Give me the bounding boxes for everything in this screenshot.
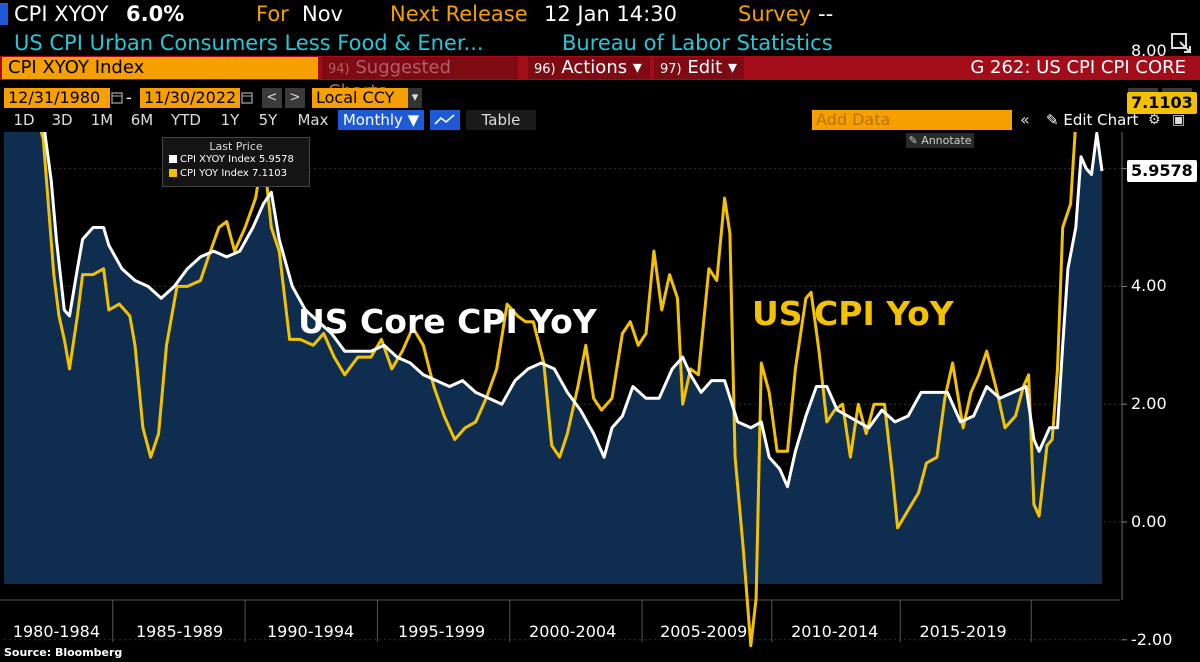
security-input[interactable]: CPI XYOY Index bbox=[2, 57, 318, 79]
annotate-button[interactable]: ✎ Annotate bbox=[906, 133, 974, 148]
currency-dropdown-icon[interactable]: ▾ bbox=[408, 88, 422, 108]
next-release-label: Next Release bbox=[390, 2, 528, 26]
legend-item-core: CPI XYOY Index 5.9578 bbox=[169, 154, 294, 165]
range-1y[interactable]: 1Y bbox=[220, 111, 240, 129]
line-chart-icon[interactable] bbox=[430, 110, 460, 130]
chart-legend: Last Price CPI XYOY Index 5.9578 CPI YOY… bbox=[162, 137, 310, 187]
current-value: 6.0% bbox=[126, 2, 185, 26]
start-date-input[interactable]: 12/31/1980 bbox=[4, 88, 110, 108]
legend-label-core: CPI XYOY Index 5.9578 bbox=[180, 154, 294, 165]
next-period-button[interactable]: > bbox=[285, 88, 305, 108]
next-release-value: 12 Jan 14:30 bbox=[544, 2, 677, 26]
x-tick-label: 2015-2019 bbox=[919, 622, 1007, 641]
table-button[interactable]: Table bbox=[466, 110, 536, 130]
ticker-label: CPI XYOY bbox=[14, 2, 109, 26]
date-range-row: 12/31/1980 - 11/30/2022 < > Local CCY ▾ … bbox=[0, 87, 1200, 109]
edit-menu-button[interactable]: 97) Edit ▾ bbox=[654, 57, 744, 79]
add-data-input[interactable]: Add Data bbox=[812, 110, 1012, 130]
y-tick-label: -2.00 bbox=[1131, 629, 1173, 649]
command-bar: CPI XYOY Index 94) Suggested Charts 96) … bbox=[0, 56, 1200, 102]
security-header: CPI XYOY 6.0% For Nov Next Release 12 Ja… bbox=[0, 0, 1200, 30]
security-description: US CPI Urban Consumers Less Food & Ener.… bbox=[14, 31, 484, 55]
prev-period-button[interactable]: < bbox=[262, 88, 282, 108]
source-note: Source: Bloomberg bbox=[4, 646, 123, 659]
range-max[interactable]: Max bbox=[297, 111, 329, 129]
range-ytd[interactable]: YTD bbox=[171, 111, 201, 129]
annotate-label: Annotate bbox=[921, 134, 972, 147]
x-tick-label: 1980-1984 bbox=[12, 622, 101, 641]
range-3d[interactable]: 3D bbox=[51, 111, 73, 129]
range-1d[interactable]: 1D bbox=[13, 111, 35, 129]
x-tick-label: 2000-2004 bbox=[529, 622, 617, 641]
actions-label: Actions ▾ bbox=[561, 57, 642, 78]
cpi-chart[interactable] bbox=[0, 132, 1200, 662]
date-separator: - bbox=[126, 88, 132, 107]
range-selector-row: 1D 3D 1M 6M YTD 1Y 5Y Max Monthly ▼ Tabl… bbox=[0, 110, 1200, 130]
x-tick-label: 2010-2014 bbox=[791, 622, 879, 641]
y-tick-label: 8.00 bbox=[1131, 40, 1167, 60]
edit-chart-label: Edit Chart bbox=[1063, 111, 1139, 129]
legend-swatch-core bbox=[169, 155, 177, 163]
chart-id: G 262: US CPI CPI CORE bbox=[970, 57, 1186, 78]
end-date-input[interactable]: 11/30/2022 bbox=[140, 88, 240, 108]
for-value: Nov bbox=[302, 2, 343, 26]
legend-swatch-headline bbox=[169, 169, 177, 177]
edit-label: Edit ▾ bbox=[687, 57, 737, 78]
legend-item-headline: CPI YOY Index 7.1103 bbox=[169, 168, 287, 179]
y-tick-label: 0.00 bbox=[1131, 512, 1167, 531]
range-6m[interactable]: 6M bbox=[130, 111, 154, 129]
survey-label: Survey bbox=[738, 2, 812, 26]
chart-settings-icon[interactable]: ⚙ bbox=[1148, 112, 1161, 128]
headline-cpi-line bbox=[39, 132, 1077, 648]
currency-select[interactable]: Local CCY bbox=[312, 88, 408, 108]
collapse-icon[interactable]: « bbox=[1020, 110, 1030, 129]
y-tick-label: 4.00 bbox=[1131, 276, 1167, 296]
core-area-fill bbox=[4, 132, 1102, 584]
suggested-charts-button[interactable]: 94) Suggested Charts bbox=[322, 57, 518, 102]
core-cpi-label: US Core CPI YoY bbox=[298, 302, 597, 341]
headline-last-value-tag: 7.1103 bbox=[1127, 92, 1197, 115]
actions-menu-button[interactable]: 96) Actions ▾ bbox=[528, 57, 650, 79]
x-tick-label: 1990-1994 bbox=[266, 622, 355, 641]
headline-cpi-label: US CPI YoY bbox=[752, 294, 954, 333]
suggested-charts-number: 94) bbox=[328, 62, 350, 77]
legend-label-headline: CPI YOY Index 7.1103 bbox=[180, 168, 288, 179]
x-tick-label: 2005-2009 bbox=[660, 622, 748, 641]
popout-icon[interactable] bbox=[1170, 32, 1194, 54]
y-tick-label: 2.00 bbox=[1131, 394, 1167, 414]
legend-title: Last Price bbox=[209, 140, 263, 153]
core-last-value-tag: 5.9578 bbox=[1127, 160, 1197, 183]
actions-number: 96) bbox=[534, 62, 556, 77]
source-organization: Bureau of Labor Statistics bbox=[562, 31, 833, 55]
edit-number: 97) bbox=[660, 62, 682, 77]
end-calendar-icon[interactable] bbox=[241, 91, 253, 105]
period-select[interactable]: Monthly ▼ bbox=[338, 110, 424, 130]
range-1m[interactable]: 1M bbox=[90, 111, 114, 129]
header-accent-bar bbox=[0, 3, 8, 25]
range-5y[interactable]: 5Y bbox=[258, 111, 278, 129]
x-tick-label: 1995-1999 bbox=[398, 622, 486, 641]
save-icon[interactable]: ▣ bbox=[1172, 112, 1186, 128]
start-calendar-icon[interactable] bbox=[111, 91, 123, 105]
survey-value: -- bbox=[818, 2, 834, 26]
edit-chart-button[interactable]: ✎ Edit Chart bbox=[1046, 111, 1139, 129]
core-cpi-line bbox=[43, 132, 1104, 489]
x-tick-label: 1985-1989 bbox=[135, 622, 224, 641]
security-description-row: US CPI Urban Consumers Less Food & Ener.… bbox=[0, 30, 1200, 56]
for-label: For bbox=[256, 2, 289, 26]
